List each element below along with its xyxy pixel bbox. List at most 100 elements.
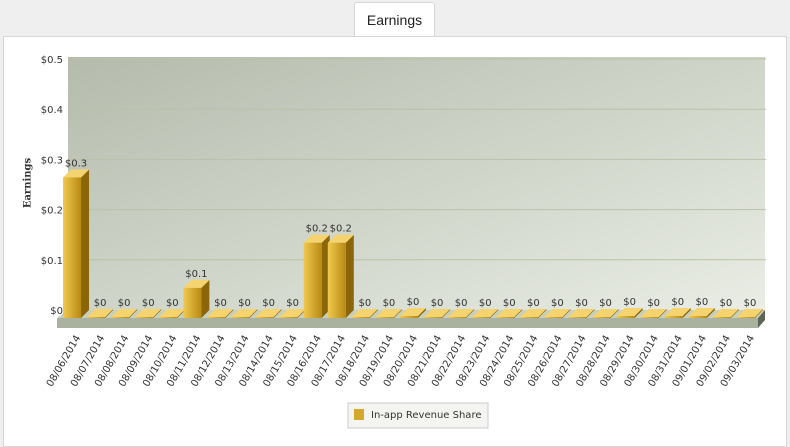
y-tick-label: $0.4 (41, 105, 63, 116)
plot-area (68, 57, 765, 318)
bar (159, 317, 178, 318)
bar (63, 177, 82, 318)
bar (87, 317, 106, 318)
bar (375, 317, 394, 318)
y-tick-label: $0 (50, 306, 63, 317)
value-label: $0 (214, 298, 227, 309)
bar (327, 242, 346, 318)
bar-side (658, 309, 667, 318)
value-label: $0 (455, 298, 468, 309)
bar-top (279, 309, 306, 317)
value-label: $0 (599, 298, 612, 309)
bar-side (153, 309, 162, 318)
bar (111, 316, 130, 318)
bar (448, 317, 467, 318)
legend-label: In-app Revenue Share (371, 410, 481, 421)
value-label: $0 (551, 298, 564, 309)
bar (400, 315, 418, 318)
value-label: $0 (94, 298, 107, 309)
bar-side (345, 234, 354, 318)
y-axis-label: Earnings (23, 157, 34, 208)
bar-side (730, 309, 739, 318)
bar (496, 317, 515, 318)
bar (736, 317, 755, 318)
bar (231, 317, 250, 318)
bar-side (682, 307, 691, 318)
value-label: $0 (358, 298, 371, 309)
bar (279, 317, 298, 318)
bar-side (466, 309, 475, 318)
value-label: $0.1 (185, 269, 207, 280)
y-tick-label: $0.3 (41, 155, 63, 166)
value-label: $0 (383, 298, 396, 309)
bar-top (63, 169, 90, 178)
value-label: $0.2 (306, 224, 328, 235)
value-label: $0 (431, 298, 444, 309)
bar-top (255, 309, 282, 317)
bar-side (249, 309, 258, 318)
legend-swatch (354, 409, 364, 420)
bar-side (442, 309, 451, 318)
bar-top (520, 309, 547, 317)
bar (351, 317, 370, 318)
bar-side (538, 309, 547, 318)
y-tick-label: $0.1 (41, 256, 63, 267)
value-label: $0 (238, 298, 251, 309)
bar-top (712, 309, 739, 317)
bar-side (177, 309, 186, 318)
floor (57, 310, 765, 328)
bar-top (375, 309, 402, 317)
bar-side (418, 307, 426, 318)
tab[interactable]: Earnings (354, 2, 435, 37)
bar-top (327, 234, 354, 243)
value-label: $0 (695, 297, 708, 308)
bar (544, 317, 563, 318)
value-label: $0 (671, 297, 684, 308)
value-label: $0 (166, 298, 179, 309)
value-label: $0 (407, 297, 420, 308)
bar (640, 317, 659, 318)
bar (712, 317, 731, 318)
value-label: $0 (142, 298, 155, 309)
bar-side (586, 309, 595, 318)
bar-side (393, 309, 402, 318)
bar-top (159, 309, 186, 317)
bar-top (303, 234, 330, 243)
floor-side (758, 310, 765, 328)
value-label: $0 (623, 297, 636, 308)
bar (472, 317, 491, 318)
bar (592, 317, 611, 318)
bar-side (201, 279, 210, 318)
bar (255, 317, 274, 318)
bar-side (490, 309, 499, 318)
bar-side (225, 309, 234, 318)
bar (568, 317, 587, 318)
y-tick-label: $0.5 (41, 55, 63, 66)
value-label: $0 (503, 298, 516, 309)
bar-side (129, 308, 138, 318)
bar-top (640, 309, 667, 317)
bar-top (592, 309, 619, 317)
bar-top (448, 309, 475, 317)
value-label: $0 (286, 298, 299, 309)
bar-top (207, 309, 234, 317)
bar-top (424, 309, 451, 317)
bar-top (472, 309, 499, 317)
bar-top (231, 309, 258, 317)
bar-top (351, 309, 378, 317)
bar (207, 317, 226, 318)
bar-side (321, 234, 330, 318)
bar-side (706, 307, 715, 318)
value-label: $0 (118, 298, 131, 309)
bar-side (634, 307, 643, 318)
bar-top (111, 308, 138, 317)
bar-top (87, 309, 114, 317)
bar (616, 315, 635, 318)
bar-side (369, 309, 378, 318)
bar (135, 317, 154, 318)
bar-side (105, 309, 114, 318)
value-label: $0 (720, 298, 733, 309)
bar (183, 287, 202, 318)
